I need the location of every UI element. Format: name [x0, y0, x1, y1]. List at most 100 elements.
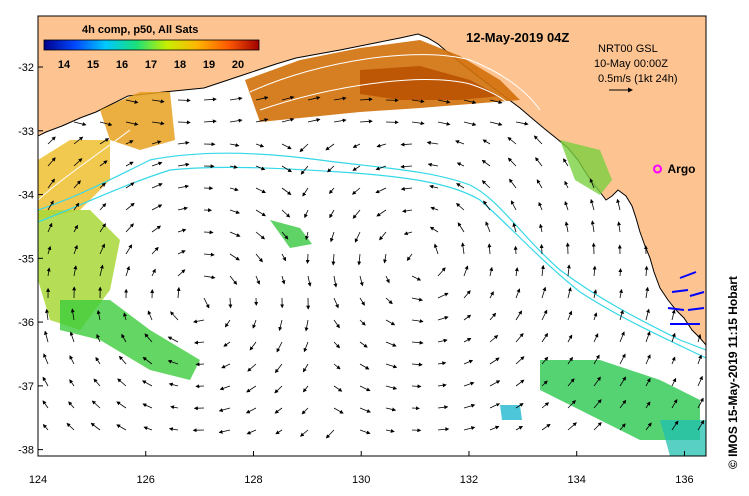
current-arrow [245, 407, 257, 414]
current-arrow [281, 117, 295, 123]
current-arrow [281, 187, 292, 195]
current-arrow [359, 407, 371, 413]
current-arrow [489, 403, 501, 409]
eddy-contour-1 [249, 54, 541, 111]
current-arrow [645, 308, 650, 321]
current-arrow [99, 182, 106, 189]
current-arrow [325, 143, 335, 151]
current-arrow [566, 264, 571, 277]
current-arrow [541, 332, 549, 343]
current-arrow [281, 95, 295, 101]
current-arrow [168, 382, 179, 387]
current-arrow [281, 275, 286, 285]
current-arrow [121, 333, 127, 343]
current-arrow [411, 319, 424, 324]
current-arrow [359, 429, 371, 435]
current-arrow [302, 187, 309, 197]
current-arrow [73, 244, 78, 255]
current-arrow [255, 96, 269, 101]
current-arrow [567, 310, 573, 321]
current-arrow [47, 178, 55, 189]
current-arrow [68, 401, 75, 409]
credit-panel: © IMOS 15-May-2019 11:15 Hobart [726, 276, 740, 469]
current-arrow [510, 200, 517, 211]
current-arrow [307, 275, 312, 287]
current-arrow [281, 253, 287, 262]
current-arrow [359, 297, 365, 306]
x-tick-label: 132 [460, 474, 478, 486]
x-tick-label: 126 [137, 474, 155, 486]
current-arrow [125, 265, 130, 277]
argo-marker[interactable]: Argo [653, 162, 696, 176]
current-arrow [333, 118, 347, 123]
current-arrow [455, 202, 465, 211]
current-arrow [411, 340, 424, 345]
current-arrow [281, 231, 289, 240]
current-arrow [99, 138, 110, 145]
x-tick-label: 130 [352, 474, 370, 486]
current-arrow [93, 378, 101, 387]
current-arrow [305, 231, 309, 241]
current-arrow [426, 140, 439, 145]
y-tick-label: -38 [18, 445, 34, 457]
date-title: 12-May-2019 04Z [466, 30, 569, 45]
current-arrow [489, 312, 497, 321]
current-arrow [170, 311, 179, 321]
current-arrow [645, 354, 651, 365]
current-arrow [46, 267, 51, 277]
current-arrow [255, 143, 265, 148]
current-arrow [229, 143, 240, 148]
current-arrow [385, 319, 396, 326]
colorbar-ticks: 14 15 16 17 18 19 20 [58, 59, 244, 71]
current-arrow [541, 423, 551, 431]
current-arrow [252, 319, 257, 329]
current-arrow [481, 180, 491, 189]
sst-patch-shelf-warm [360, 66, 500, 100]
current-arrow [229, 253, 240, 261]
current-arrow [203, 275, 216, 280]
current-arrow [541, 380, 548, 387]
current-arrow [125, 140, 134, 145]
current-arrow [274, 407, 283, 414]
x-tick-label: 124 [29, 474, 47, 486]
current-arrow [437, 99, 451, 104]
current-arrow [489, 266, 494, 277]
current-arrow [541, 356, 549, 365]
current-arrow [515, 403, 524, 409]
current-arrow [281, 209, 291, 218]
isobath-slope [38, 166, 706, 359]
current-arrow [123, 312, 127, 321]
current-arrow [247, 363, 257, 372]
current-arrow [255, 253, 263, 263]
current-arrow [481, 159, 491, 167]
current-arrow [302, 363, 309, 373]
current-arrow [203, 119, 217, 124]
current-arrow [125, 182, 135, 189]
current-arrow [535, 157, 543, 167]
current-arrow [593, 399, 602, 409]
current-arrow [151, 140, 162, 145]
current-arrow [142, 380, 153, 387]
current-arrow [246, 429, 257, 435]
y-tick-label: -33 [18, 126, 34, 138]
current-arrow [275, 429, 283, 435]
current-arrow [385, 363, 398, 369]
current-arrow [142, 403, 153, 409]
current-arrow [541, 309, 548, 321]
sst-patch-east-coast [560, 140, 612, 195]
current-arrow [333, 341, 341, 349]
current-arrow [203, 252, 215, 257]
current-arrow [512, 222, 517, 233]
current-arrow [151, 204, 163, 211]
current-arrow [301, 407, 309, 415]
current-arrow [125, 223, 134, 233]
y-tick-label: -32 [18, 62, 34, 74]
current-arrow [147, 310, 153, 321]
current-arrow [96, 309, 101, 321]
colorbar-tick-label: 17 [145, 59, 157, 71]
current-arrow [47, 136, 56, 145]
current-arrow [69, 355, 75, 365]
current-arrow [539, 223, 543, 233]
current-arrow [463, 426, 476, 431]
current-arrow [99, 264, 104, 277]
